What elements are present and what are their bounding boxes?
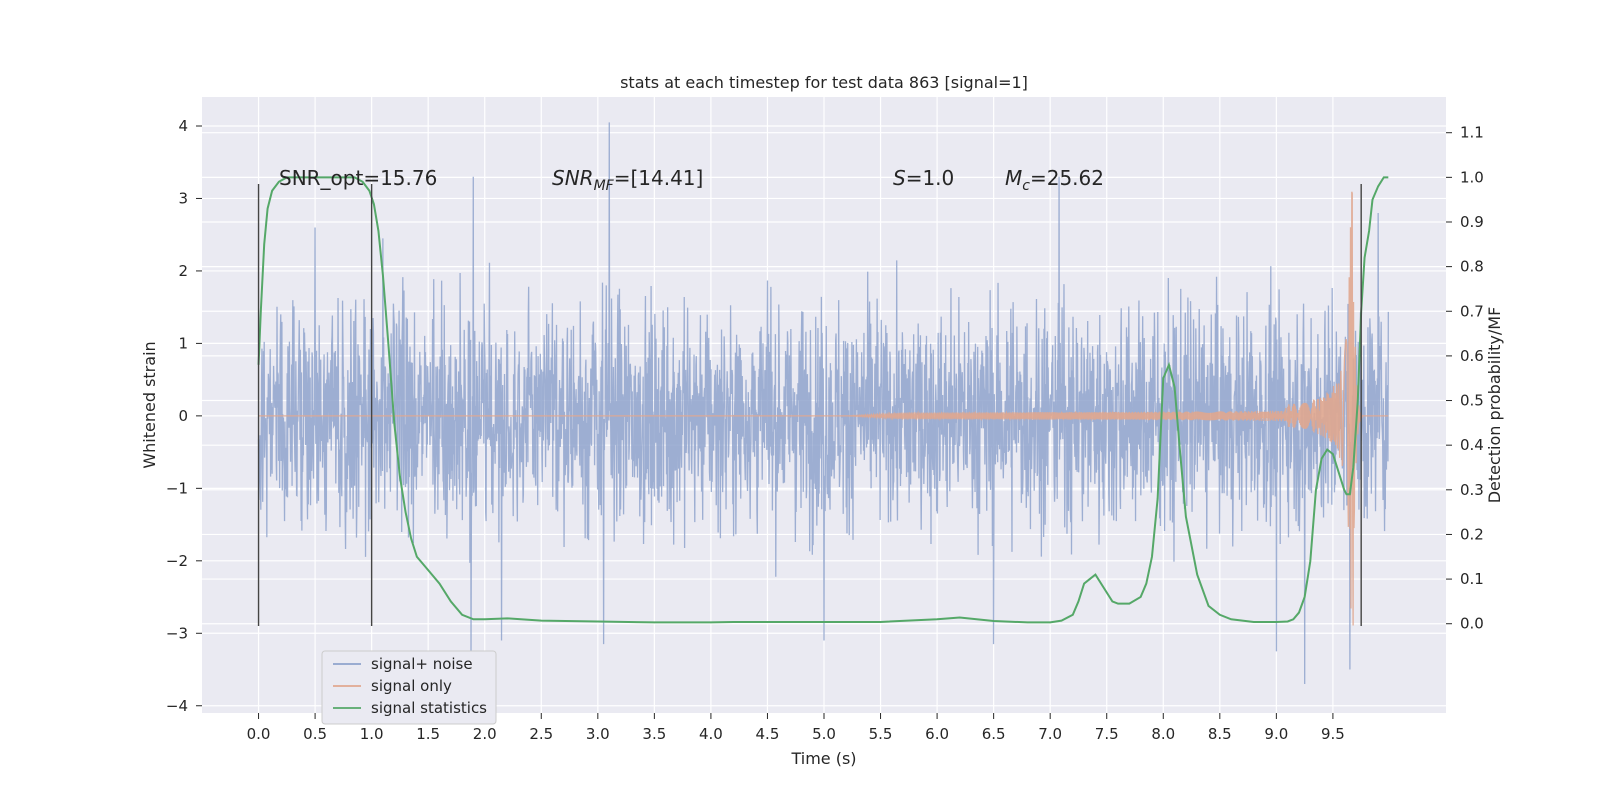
annotation-snr-mf-subscript: MF bbox=[594, 178, 615, 194]
legend-label-signal-noise: signal+ noise bbox=[371, 655, 473, 673]
x-tick-label: 8.5 bbox=[1208, 725, 1232, 743]
y-right-tick-label: 0.6 bbox=[1460, 347, 1484, 365]
y-right-tick-label: 0.5 bbox=[1460, 392, 1484, 410]
annotation-mc-value: =25.62 bbox=[1030, 166, 1104, 190]
x-tick-label: 5.0 bbox=[812, 725, 836, 743]
series-signal-statistics-line bbox=[257, 176, 1389, 624]
y-tick-label: −4 bbox=[166, 697, 188, 715]
series-layer bbox=[257, 122, 1389, 685]
y-right-tick-label: 0.8 bbox=[1460, 258, 1484, 276]
y-tick-label: −2 bbox=[166, 552, 188, 570]
annotation-snr-mf: SNRMF=[14.41] bbox=[552, 166, 703, 194]
x-tick-label: 0.0 bbox=[247, 725, 271, 743]
x-tick-label: 7.0 bbox=[1038, 725, 1062, 743]
x-tick-label: 8.0 bbox=[1151, 725, 1175, 743]
left-axis-ticks: −4 −3 −2 −1 0 1 2 3 4 bbox=[166, 117, 202, 715]
x-tick-label: 1.5 bbox=[416, 725, 440, 743]
y-right-tick-label: 0.3 bbox=[1460, 481, 1484, 499]
chart-title: stats at each timestep for test data 863… bbox=[620, 73, 1028, 92]
annotation-s: S=1.0 bbox=[893, 166, 954, 190]
y-tick-label: 0 bbox=[178, 407, 188, 425]
x-tick-label: 9.5 bbox=[1321, 725, 1345, 743]
annotation-snr-mf-symbol: SNR bbox=[552, 166, 594, 190]
vertical-markers bbox=[257, 183, 1362, 627]
series-signal-noise-line bbox=[257, 122, 1389, 685]
y-right-tick-label: 0.1 bbox=[1460, 570, 1484, 588]
y-axis-right-label: Detection probability/MF bbox=[1485, 307, 1504, 504]
annotation-snr-opt: SNR_opt=15.76 bbox=[279, 166, 437, 190]
annotation-snr-mf-value: =[14.41] bbox=[614, 166, 704, 190]
y-right-tick-label: 0.7 bbox=[1460, 302, 1484, 320]
y-tick-label: 1 bbox=[178, 334, 188, 352]
y-right-tick-label: 0.9 bbox=[1460, 213, 1484, 231]
annotation-mc-subscript: c bbox=[1022, 178, 1030, 194]
x-tick-label: 6.5 bbox=[982, 725, 1006, 743]
annotation-mc: Mc=25.62 bbox=[1005, 166, 1104, 194]
x-axis-ticks: 0.0 0.5 1.0 1.5 2.0 2.5 3.0 3.5 4.0 4.5 5.0 5.5 6.0 6… bbox=[247, 713, 1345, 743]
y-tick-label: −3 bbox=[166, 624, 188, 642]
series-signal-only-line bbox=[258, 191, 1389, 626]
x-tick-label: 1.0 bbox=[360, 725, 384, 743]
legend-label-signal-only: signal only bbox=[371, 677, 452, 695]
y-right-tick-label: 1.0 bbox=[1460, 168, 1484, 186]
x-tick-label: 3.0 bbox=[586, 725, 610, 743]
annotation-s-value: =1.0 bbox=[906, 166, 955, 190]
annotation-s-symbol: S bbox=[893, 166, 906, 190]
x-tick-label: 0.5 bbox=[303, 725, 327, 743]
x-axis-label: Time (s) bbox=[790, 749, 856, 768]
y-tick-label: −1 bbox=[166, 479, 188, 497]
x-tick-label: 4.5 bbox=[756, 725, 780, 743]
x-tick-label: 2.5 bbox=[529, 725, 553, 743]
x-tick-label: 2.0 bbox=[473, 725, 497, 743]
y-axis-label: Whitened strain bbox=[140, 341, 159, 468]
x-tick-label: 3.5 bbox=[642, 725, 666, 743]
y-tick-label: 2 bbox=[178, 262, 188, 280]
x-tick-label: 5.5 bbox=[869, 725, 893, 743]
y-tick-label: 4 bbox=[178, 117, 188, 135]
y-right-tick-label: 0.4 bbox=[1460, 436, 1484, 454]
annotation-mc-symbol: M bbox=[1005, 166, 1022, 190]
legend-label-signal-statistics: signal statistics bbox=[371, 699, 487, 717]
y-right-tick-label: 0.0 bbox=[1460, 615, 1484, 633]
y-right-tick-label: 0.2 bbox=[1460, 525, 1484, 543]
x-tick-label: 4.0 bbox=[699, 725, 723, 743]
x-tick-label: 6.0 bbox=[925, 725, 949, 743]
legend: signal+ noise signal only signal statist… bbox=[321, 650, 497, 725]
y-tick-label: 3 bbox=[178, 189, 188, 207]
x-tick-label: 9.0 bbox=[1264, 725, 1288, 743]
x-tick-label: 7.5 bbox=[1095, 725, 1119, 743]
y-right-tick-label: 1.1 bbox=[1460, 124, 1484, 142]
right-axis-ticks: 0.0 0.1 0.2 0.3 0.4 0.5 0.6 0.7 0.8 0.9 1.0 1.1 bbox=[1446, 124, 1484, 633]
gridlines bbox=[202, 97, 1446, 713]
legend-box bbox=[321, 650, 497, 725]
